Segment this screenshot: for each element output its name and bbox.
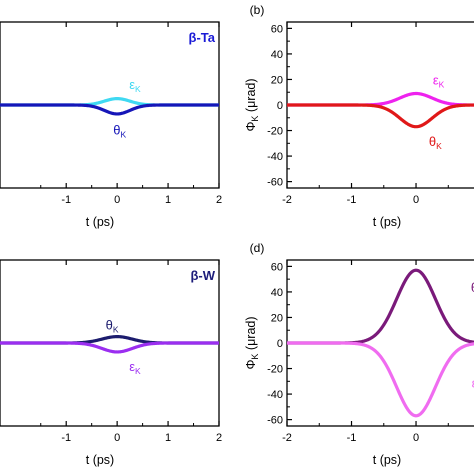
series-label-main: θ (106, 317, 113, 332)
panel-d: -2-1016040200-20-40-60t (ps)ΦK (μrad)(d)… (244, 241, 474, 467)
y-tick-label: 60 (271, 23, 283, 35)
y-axis-label-sub: K (250, 354, 260, 360)
y-axis-label: ΦK (μrad) (244, 316, 260, 369)
y-axis-label-unit: (μrad) (244, 78, 258, 115)
series-line-θK (287, 103, 474, 129)
y-tick-label: 0 (277, 338, 283, 350)
x-tick-label: -2 (282, 432, 292, 444)
x-tick-label: -1 (61, 432, 71, 444)
y-tick-label: -20 (267, 364, 283, 376)
y-axis-label-main: Φ (244, 122, 258, 132)
series-label-main: θ (429, 134, 436, 149)
x-tick-label: 0 (413, 194, 419, 206)
x-tick-label: 1 (165, 432, 171, 444)
series-label-sub: K (113, 324, 119, 334)
series-line-εK (0, 341, 219, 354)
series-label-θK: θK (471, 280, 474, 297)
y-tick-label: -40 (267, 389, 283, 401)
y-axis-label-main: Φ (244, 360, 258, 370)
y-tick-label: -60 (267, 177, 283, 189)
curves (0, 335, 219, 354)
y-tick-label: 20 (271, 312, 283, 324)
x-axis-label: t (ps) (86, 215, 114, 229)
series-label-θK: θK (113, 122, 126, 139)
y-axis-label-sub: K (250, 116, 260, 122)
x-axis-label: t (ps) (373, 453, 401, 467)
series-label-εK: εK (129, 77, 141, 94)
y-tick-label: -60 (267, 415, 283, 427)
series-label-sub: K (439, 80, 445, 90)
y-tick-label: 40 (271, 49, 283, 61)
series-label-main: ε (129, 77, 135, 92)
panel-b: -2-1016040200-20-40-60t (ps)ΦK (μrad)(b)… (244, 3, 474, 229)
x-tick-label: 0 (114, 432, 120, 444)
x-tick-label: -1 (61, 194, 71, 206)
series-line-εK (287, 341, 474, 418)
series-line-θK (0, 103, 219, 116)
x-tick-label: -1 (347, 432, 357, 444)
y-tick-label: -40 (267, 151, 283, 163)
series-label-main: θ (471, 280, 474, 295)
panel-label: (d) (250, 241, 265, 255)
curves (0, 97, 219, 116)
x-tick-label: 2 (216, 432, 222, 444)
series-label-θK: θK (429, 134, 442, 151)
series-label-main: ε (129, 359, 135, 374)
series-label-sub: K (120, 129, 126, 139)
y-axis-label: ΦK (μrad) (244, 78, 260, 131)
series-label-sub: K (436, 141, 442, 151)
x-tick-label: -2 (282, 194, 292, 206)
y-tick-label: 0 (277, 100, 283, 112)
curves (287, 91, 474, 129)
series-label-main: ε (433, 73, 439, 88)
y-tick-label: -20 (267, 126, 283, 138)
y-axis-label-unit: (μrad) (244, 316, 258, 353)
x-tick-label: 2 (216, 194, 222, 206)
x-tick-label: -1 (347, 194, 357, 206)
series-label-main: ε (472, 376, 474, 391)
x-tick-label: 1 (165, 194, 171, 206)
x-axis-label: t (ps) (86, 453, 114, 467)
series-label-θK: θK (106, 317, 119, 334)
series-label-εK: εK (433, 73, 445, 90)
y-tick-label: 20 (271, 74, 283, 86)
x-tick-label: 0 (114, 194, 120, 206)
curves (287, 268, 474, 418)
series-line-εK (287, 91, 474, 107)
series-line-θK (287, 268, 474, 345)
y-tick-label: 40 (271, 287, 283, 299)
series-label-main: θ (113, 122, 120, 137)
x-axis-label: t (ps) (373, 215, 401, 229)
series-label-εK: εK (472, 376, 474, 393)
series-label-sub: K (135, 366, 141, 376)
panel-label: (b) (250, 3, 265, 17)
material-label: β-W (190, 268, 215, 283)
x-tick-label: 0 (413, 432, 419, 444)
series-label-sub: K (135, 84, 141, 94)
series-label-εK: εK (129, 359, 141, 376)
material-label: β-Ta (189, 30, 216, 45)
y-tick-label: 60 (271, 261, 283, 273)
